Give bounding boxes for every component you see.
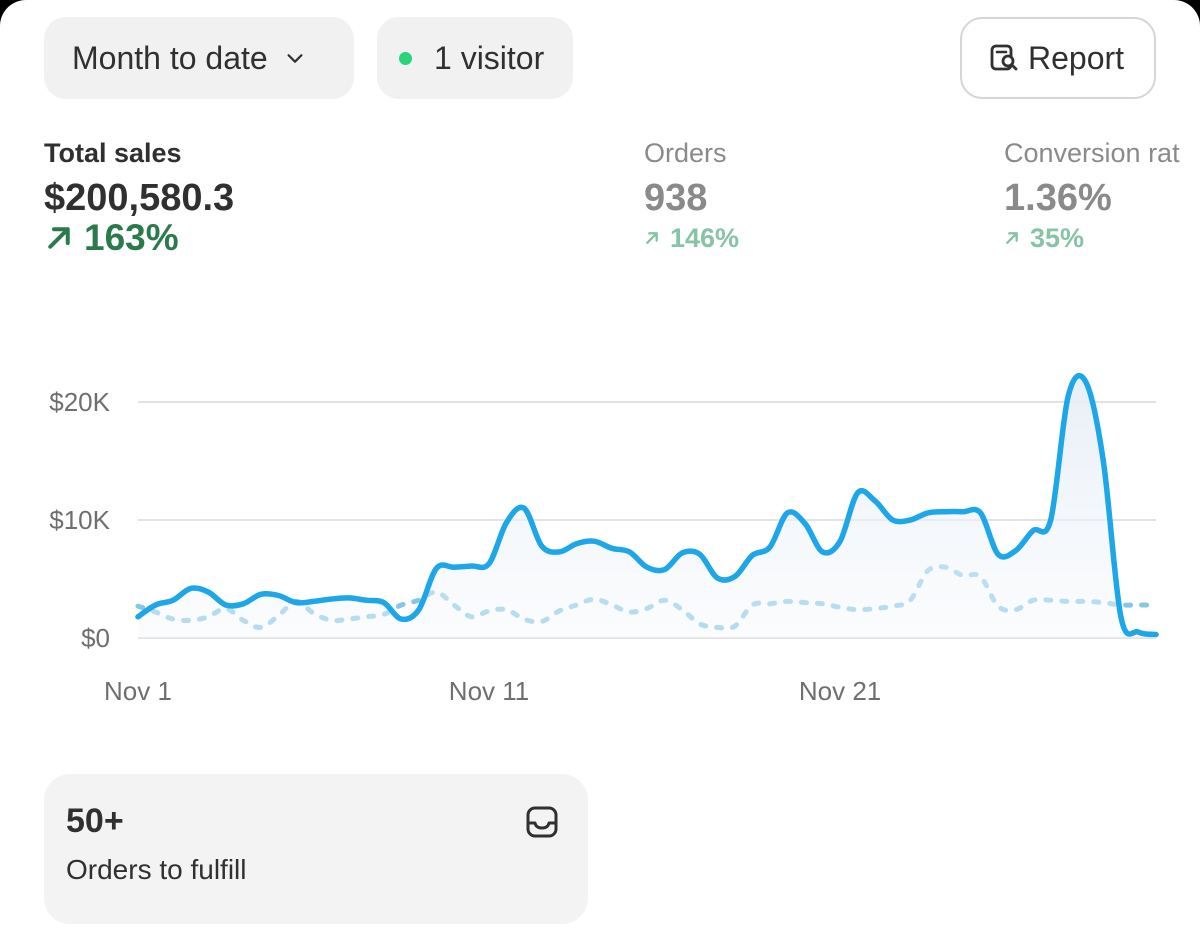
conversion-rate-change: 35%	[1004, 220, 1180, 256]
live-visitors-button[interactable]: 1 visitor	[377, 17, 573, 99]
report-search-icon	[990, 44, 1018, 71]
orders-change: 146%	[644, 220, 739, 256]
live-status-dot	[399, 51, 412, 65]
x-tick-label: Nov 11	[449, 676, 529, 706]
report-label: Report	[1028, 39, 1125, 76]
date-range-label: Month to date	[72, 39, 268, 76]
orders-value: 938	[644, 177, 708, 219]
x-tick-label: Nov 21	[799, 676, 881, 706]
y-tick-label: $20K	[49, 387, 110, 417]
total-sales-value: $200,580.3	[44, 177, 235, 219]
total-sales-change: 163%	[44, 217, 234, 258]
orders-change-value: 146%	[670, 223, 740, 253]
current-series-line	[135, 372, 1159, 638]
series-area	[138, 375, 1156, 638]
arrow-up-right-icon	[646, 232, 658, 244]
orders-to-fulfill-count: 50+	[66, 802, 124, 840]
y-tick-label: $10K	[49, 505, 110, 535]
chart-series	[135, 372, 1159, 638]
inbox-icon	[526, 806, 558, 838]
conversion-rate-value: 1.36%	[1004, 177, 1112, 219]
total-sales-change-value: 163%	[84, 217, 179, 258]
orders-to-fulfill-card[interactable]: 50+ Orders to fulfill	[44, 774, 588, 924]
conversion-rate-change-value: 35%	[1030, 223, 1085, 253]
date-range-selector[interactable]: Month to date	[44, 17, 354, 99]
conversion-rate-label: Conversion rat	[1004, 138, 1180, 168]
chevron-down-icon	[287, 54, 303, 63]
x-tick-label: Nov 1	[104, 676, 172, 706]
total-sales-metric[interactable]: Total sales $200,580.3 163%	[44, 138, 234, 256]
arrow-up-right-icon	[1006, 232, 1018, 244]
arrow-up-right-icon	[48, 227, 70, 249]
y-tick-label: $0	[81, 623, 110, 653]
orders-label: Orders	[644, 138, 727, 168]
orders-to-fulfill-label: Orders to fulfill	[66, 854, 247, 885]
sales-line-chart[interactable]: $20K $10K $0 Nov 1 Nov 11 Nov 21	[0, 340, 1200, 720]
total-sales-label: Total sales	[44, 138, 182, 168]
conversion-rate-metric[interactable]: Conversion rat 1.36% 35%	[1004, 138, 1180, 256]
visitor-count-label: 1 visitor	[434, 39, 545, 76]
orders-metric[interactable]: Orders 938 146%	[644, 138, 739, 256]
report-button[interactable]: Report	[960, 17, 1156, 99]
chart-axis-labels: $20K $10K $0 Nov 1 Nov 11 Nov 21	[49, 387, 881, 706]
